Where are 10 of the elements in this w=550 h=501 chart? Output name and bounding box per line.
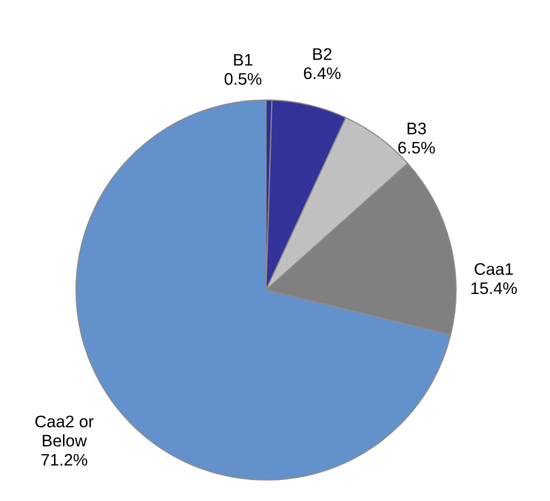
data-label: 0.5% bbox=[224, 73, 262, 85]
slice-label: B2 bbox=[313, 48, 332, 60]
data-label: 15.4% bbox=[471, 282, 517, 294]
data-label: 6.4% bbox=[304, 67, 340, 80]
slice-label: Caa1 bbox=[474, 263, 513, 275]
slice-label: B3 bbox=[408, 122, 426, 134]
slice-label: B1 bbox=[234, 54, 252, 66]
data-label: 71.2% bbox=[41, 454, 88, 466]
data-label: 6.5% bbox=[398, 142, 435, 154]
slice-label: Caa2 or Below bbox=[35, 416, 94, 447]
